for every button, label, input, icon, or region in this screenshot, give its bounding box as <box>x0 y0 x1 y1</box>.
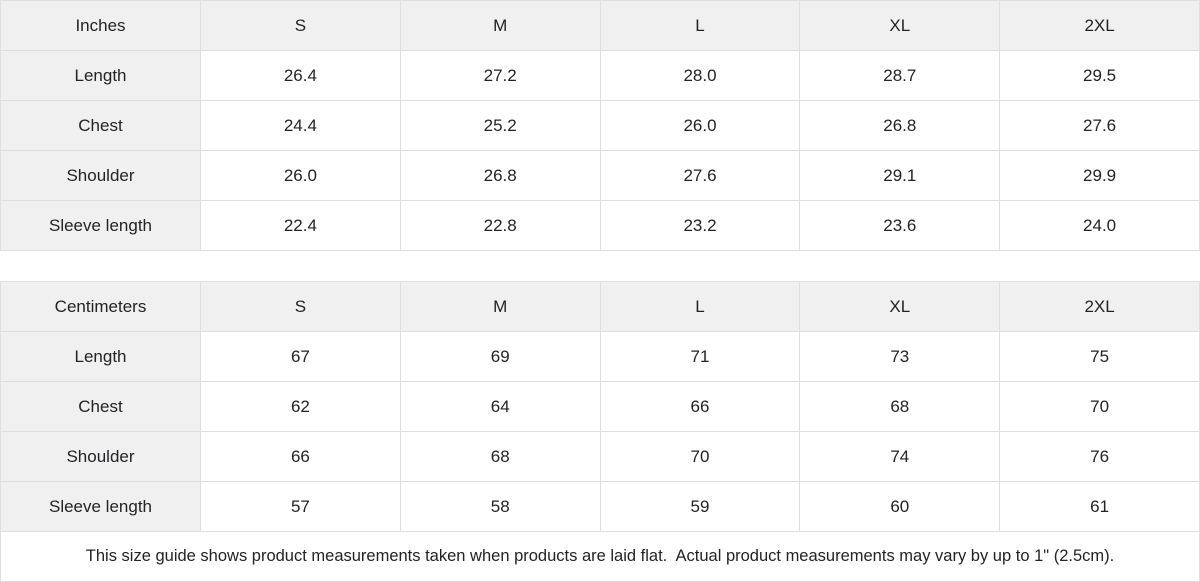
size-column-header: M <box>399 281 601 332</box>
measurement-row: Chest 62 64 66 68 70 <box>0 381 1200 432</box>
measurement-value: 22.8 <box>399 200 601 251</box>
measurement-label: Chest <box>0 100 201 151</box>
measurement-value: 62 <box>200 381 401 432</box>
measurement-label: Shoulder <box>0 431 201 482</box>
measurement-value: 25.2 <box>399 100 601 151</box>
measurement-label: Shoulder <box>0 150 201 201</box>
measurement-value: 59 <box>599 481 801 532</box>
measurement-value: 26.0 <box>200 150 401 201</box>
measurement-value: 24.0 <box>999 200 1200 251</box>
size-column-header: XL <box>799 0 1001 51</box>
measurement-value: 75 <box>999 331 1200 382</box>
measurement-label: Length <box>0 50 201 101</box>
measurement-value: 26.4 <box>200 50 401 101</box>
measurement-value: 58 <box>399 481 601 532</box>
measurement-label: Sleeve length <box>0 200 201 251</box>
measurement-value: 66 <box>599 381 801 432</box>
measurement-row: Shoulder 26.0 26.8 27.6 29.1 29.9 <box>0 150 1200 201</box>
measurement-value: 29.1 <box>799 150 1001 201</box>
measurement-value: 29.5 <box>999 50 1200 101</box>
measurement-row: Length 67 69 71 73 75 <box>0 331 1200 382</box>
measurement-row: Length 26.4 27.2 28.0 28.7 29.5 <box>0 50 1200 101</box>
size-column-header: L <box>599 281 801 332</box>
measurement-value: 69 <box>399 331 601 382</box>
measurement-value: 68 <box>399 431 601 482</box>
measurement-value: 23.2 <box>599 200 801 251</box>
measurement-label: Length <box>0 331 201 382</box>
measurement-value: 76 <box>999 431 1200 482</box>
size-guide-note: This size guide shows product measuremen… <box>85 547 1115 565</box>
unit-label: Centimeters <box>0 281 201 332</box>
measurement-value: 64 <box>399 381 601 432</box>
measurement-value: 26.0 <box>599 100 801 151</box>
size-column-header: 2XL <box>999 0 1200 51</box>
measurement-value: 26.8 <box>799 100 1001 151</box>
unit-label: Inches <box>0 0 201 51</box>
size-guide-footer: This size guide shows product measuremen… <box>0 532 1200 582</box>
size-column-header: 2XL <box>999 281 1200 332</box>
size-column-header: XL <box>799 281 1001 332</box>
measurement-value: 27.2 <box>399 50 601 101</box>
size-table-centimeters: Centimeters S M L XL 2XL Length 67 69 71 73 75 Chest… <box>0 281 1200 532</box>
measurement-value: 66 <box>200 431 401 482</box>
measurement-value: 29.9 <box>999 150 1200 201</box>
measurement-value: 26.8 <box>399 150 601 201</box>
measurement-value: 24.4 <box>200 100 401 151</box>
measurement-value: 71 <box>599 331 801 382</box>
measurement-value: 68 <box>799 381 1001 432</box>
measurement-value: 57 <box>200 481 401 532</box>
measurement-row: Sleeve length 22.4 22.8 23.2 23.6 24.0 <box>0 200 1200 251</box>
measurement-value: 61 <box>999 481 1200 532</box>
measurement-label: Sleeve length <box>0 481 201 532</box>
table-gap <box>0 251 1200 281</box>
measurement-value: 28.7 <box>799 50 1001 101</box>
size-table-inches: Inches S M L XL 2XL Length 26.4 27.2 28.0 28.7 29.5… <box>0 0 1200 251</box>
size-column-header: S <box>200 0 401 51</box>
measurement-value: 27.6 <box>599 150 801 201</box>
size-table-header-row: Inches S M L XL 2XL <box>0 0 1200 51</box>
measurement-value: 73 <box>799 331 1001 382</box>
measurement-row: Sleeve length 57 58 59 60 61 <box>0 481 1200 532</box>
measurement-value: 27.6 <box>999 100 1200 151</box>
measurement-label: Chest <box>0 381 201 432</box>
size-table-header-row: Centimeters S M L XL 2XL <box>0 281 1200 332</box>
size-tables-container: Inches S M L XL 2XL Length 26.4 27.2 28.0 28.7 29.5… <box>0 0 1200 532</box>
size-column-header: L <box>599 0 801 51</box>
size-column-header: S <box>200 281 401 332</box>
measurement-value: 60 <box>799 481 1001 532</box>
measurement-value: 67 <box>200 331 401 382</box>
measurement-value: 70 <box>599 431 801 482</box>
measurement-value: 22.4 <box>200 200 401 251</box>
measurement-value: 70 <box>999 381 1200 432</box>
measurement-row: Chest 24.4 25.2 26.0 26.8 27.6 <box>0 100 1200 151</box>
measurement-row: Shoulder 66 68 70 74 76 <box>0 431 1200 482</box>
measurement-value: 23.6 <box>799 200 1001 251</box>
measurement-value: 74 <box>799 431 1001 482</box>
measurement-value: 28.0 <box>599 50 801 101</box>
size-column-header: M <box>399 0 601 51</box>
